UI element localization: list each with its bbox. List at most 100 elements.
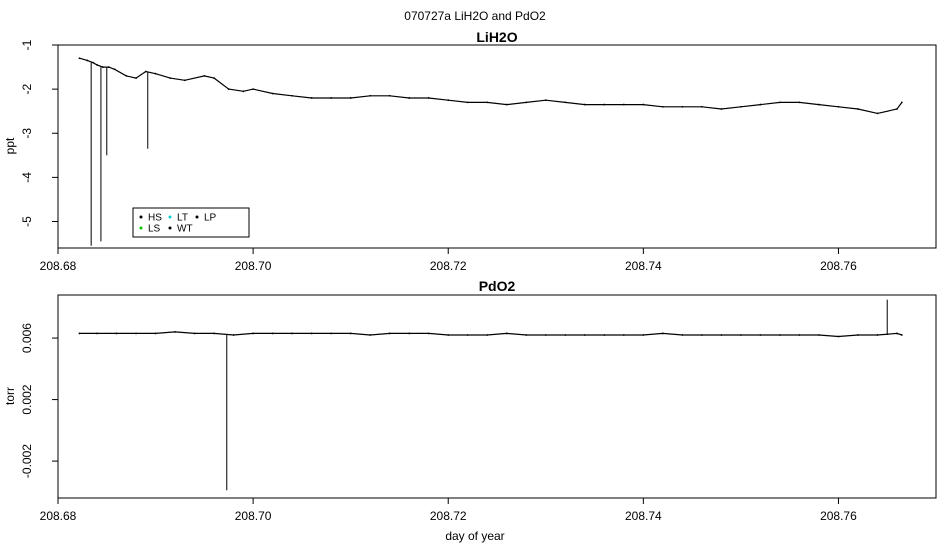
lih2o-data-point — [896, 108, 898, 110]
lih2o-data-point — [113, 68, 116, 71]
figure-title: 070727a LiH2O and PdO2 — [404, 9, 546, 23]
lih2o-data-point — [642, 103, 645, 106]
lih2o-data-point — [169, 77, 172, 79]
pdo2-data-point — [174, 331, 176, 333]
panel-pdo2-ticks: 208.68 208.70 208.72 208.74 208.76 0.006 0.002… — [20, 323, 857, 523]
lih2o-y-tick-label: -3 — [20, 128, 34, 139]
lih2o-data-point — [203, 74, 206, 77]
panel-lih2o: LiH2O ppt 208.68 208.70 208.72 208.74 208.76… — [3, 29, 937, 273]
lih2o-data-point — [622, 103, 625, 106]
panel-lih2o-plot-box — [57, 44, 937, 249]
lih2o-data-point — [408, 97, 411, 99]
lih2o-data-point — [227, 88, 230, 91]
pdo2-data-point — [388, 332, 391, 335]
lih2o-data-point — [681, 105, 684, 108]
pdo2-data-point — [798, 334, 801, 336]
lih2o-x-tick-label: 208.76 — [820, 259, 857, 273]
pdo2-x-tick-label: 208.74 — [625, 509, 662, 523]
panel-lih2o-ylabel: ppt — [3, 137, 17, 154]
legend-marker — [195, 215, 199, 219]
pdo2-data-point — [447, 334, 450, 336]
legend-label: HS — [148, 213, 162, 224]
lih2o-x-tick-label: 208.74 — [625, 259, 662, 273]
lih2o-data-point — [330, 97, 333, 99]
legend-label: LP — [204, 213, 217, 224]
pdo2-data-point — [154, 332, 157, 335]
pdo2-data-point — [876, 334, 879, 336]
pdo2-data-point — [564, 334, 567, 336]
lih2o-y-tick-label: -2 — [20, 83, 34, 94]
pdo2-data-point — [779, 334, 781, 336]
pdo2-data-point — [408, 332, 411, 335]
pdo2-data-point — [818, 334, 820, 336]
lih2o-data-point — [583, 103, 586, 106]
lih2o-data-point — [86, 59, 89, 62]
pdo2-data-point — [232, 334, 235, 336]
lih2o-x-tick-label: 208.72 — [430, 259, 467, 273]
lih2o-data-point — [447, 99, 450, 102]
lih2o-data-point — [900, 101, 903, 104]
legend-marker — [139, 215, 143, 219]
pdo2-data-point — [96, 332, 98, 335]
lih2o-data-point — [144, 70, 147, 73]
pdo2-data-point — [271, 332, 274, 335]
lih2o-data-point — [759, 103, 762, 106]
pdo2-y-tick-label: -0.002 — [20, 444, 34, 478]
lih2o-data-point — [388, 94, 391, 97]
pdo2-data-point — [505, 332, 508, 335]
lih2o-data-point — [427, 97, 430, 99]
pdo2-data-point — [759, 334, 762, 336]
pdo2-data-point — [896, 332, 898, 335]
pdo2-data-point — [115, 332, 118, 335]
legend-label: LS — [148, 224, 161, 235]
lih2o-data-point — [101, 66, 104, 68]
lih2o-data-point — [564, 101, 567, 104]
lih2o-data-point — [291, 94, 294, 97]
lih2o-data-point — [271, 92, 274, 95]
lih2o-data-point — [213, 77, 215, 79]
lih2o-data-point — [183, 79, 186, 82]
lih2o-data-point — [154, 72, 157, 75]
lih2o-x-tick-label: 208.70 — [235, 259, 272, 273]
lih2o-data-point — [242, 90, 245, 93]
lih2o-data-point — [107, 66, 110, 68]
pdo2-data-point — [857, 334, 859, 336]
panel-lih2o-data — [78, 57, 903, 246]
pdo2-data-point — [837, 335, 840, 338]
lih2o-data-point — [525, 101, 528, 104]
pdo2-data-point — [78, 332, 81, 335]
pdo2-data-point — [739, 334, 742, 336]
pdo2-series-line — [79, 331, 903, 338]
pdo2-data-point — [661, 332, 664, 335]
pdo2-data-point — [642, 334, 645, 336]
pdo2-data-point — [213, 332, 215, 335]
lih2o-data-point — [125, 74, 128, 77]
pdo2-data-point — [193, 332, 196, 335]
pdo2-x-tick-label: 208.76 — [820, 509, 857, 523]
lih2o-data-point — [544, 99, 547, 102]
legend-label: WT — [177, 224, 193, 235]
panel-pdo2-data — [78, 299, 903, 491]
x-axis-label: day of year — [445, 529, 504, 543]
lih2o-y-tick-label: -5 — [20, 216, 34, 227]
lih2o-data-point — [78, 57, 81, 60]
pdo2-data-point — [900, 334, 903, 336]
panel-lih2o-title: LiH2O — [476, 29, 517, 45]
lih2o-y-tick-label: -1 — [20, 39, 34, 50]
pdo2-y-tick-label: 0.006 — [20, 323, 34, 353]
pdo2-data-point — [291, 332, 294, 335]
lih2o-data-point — [369, 94, 372, 97]
lih2o-data-point — [466, 101, 469, 104]
lih2o-data-point — [720, 108, 723, 110]
panel-pdo2-title: PdO2 — [479, 278, 516, 294]
pdo2-x-tick-label: 208.72 — [430, 509, 467, 523]
pdo2-data-point — [330, 332, 333, 335]
pdo2-data-point — [349, 332, 352, 335]
pdo2-data-point — [544, 334, 547, 336]
pdo2-data-point — [583, 334, 586, 336]
lih2o-data-point — [779, 101, 781, 104]
lih2o-data-point — [837, 105, 840, 108]
lih2o-data-point — [505, 103, 508, 106]
lih2o-x-tick-label: 208.68 — [40, 259, 77, 273]
